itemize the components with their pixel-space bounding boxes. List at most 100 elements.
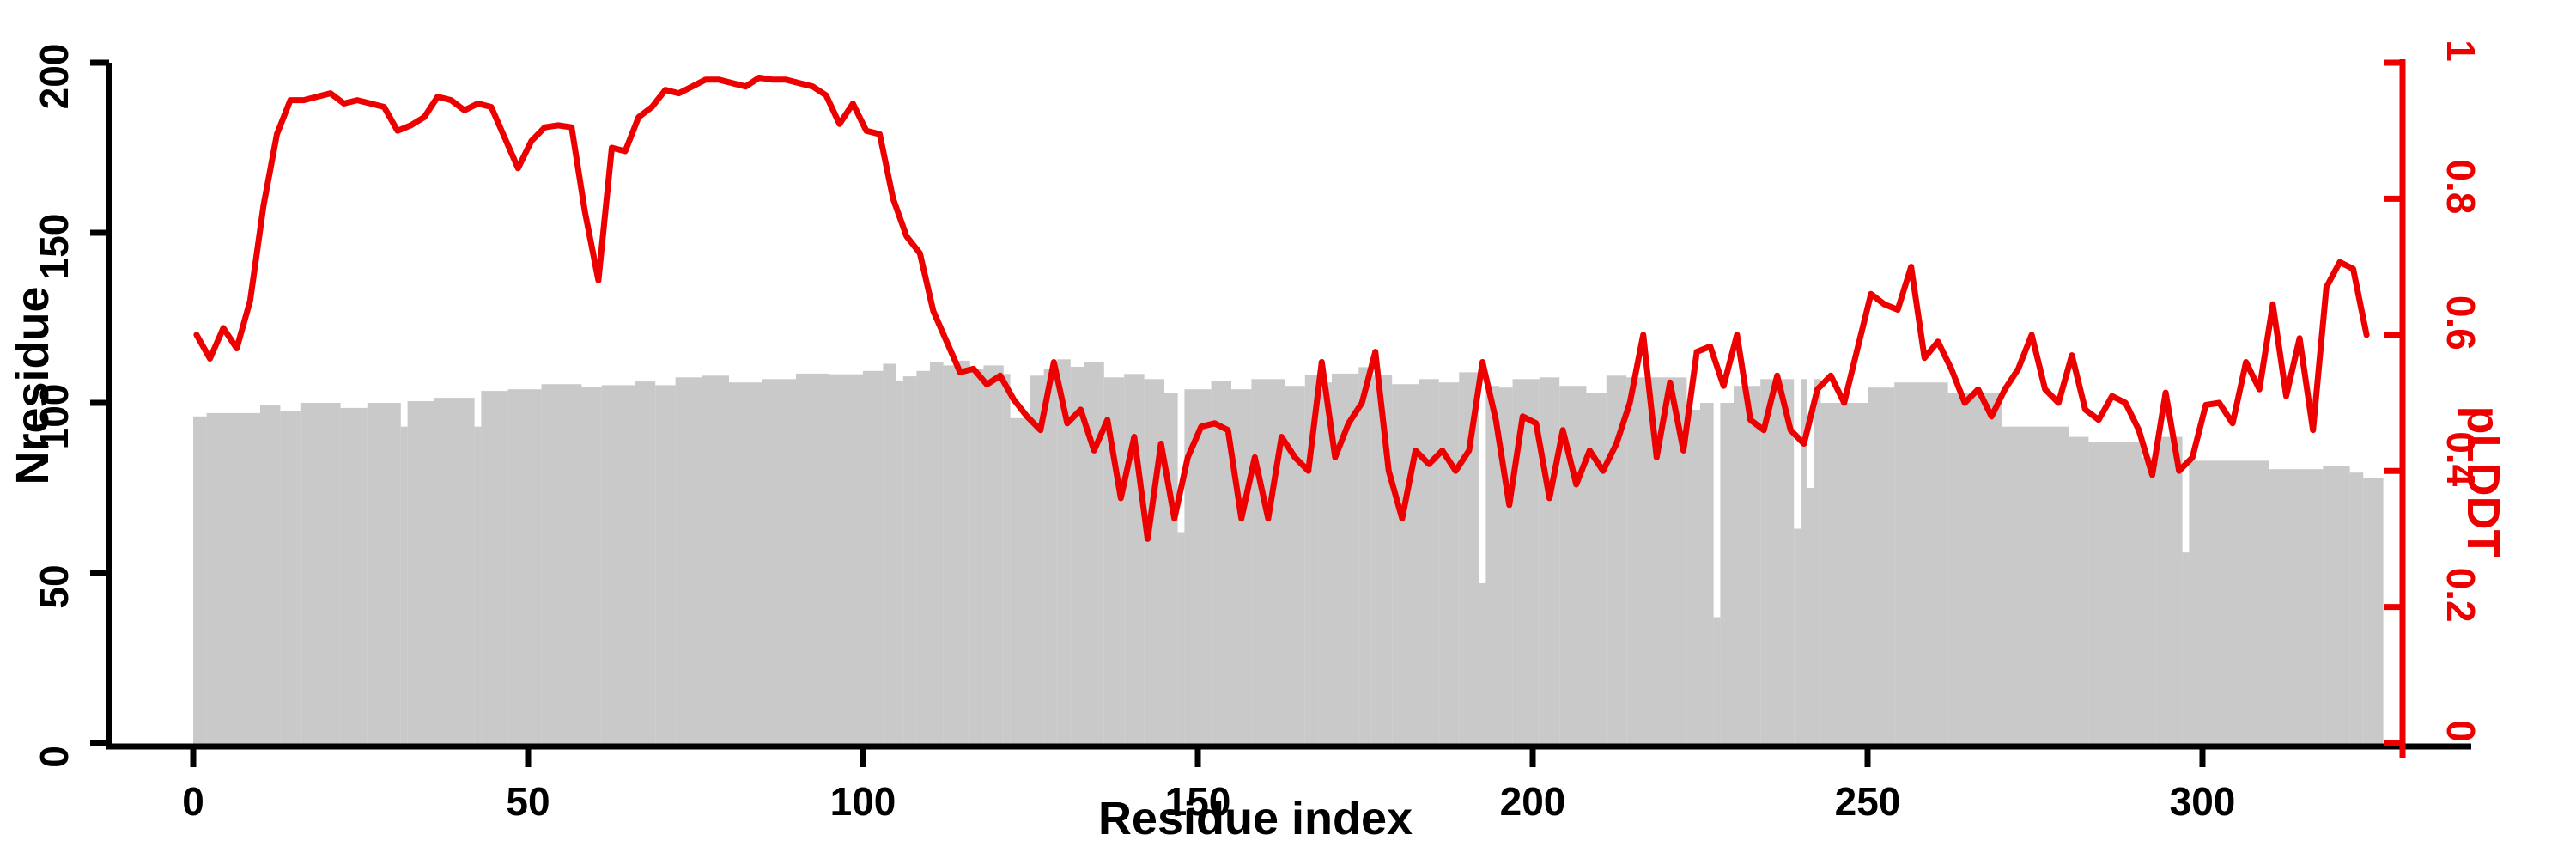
- nresidue-bar-run: [1030, 375, 1044, 745]
- nresidue-bar-run: [601, 385, 635, 745]
- nresidue-bar-run: [983, 365, 1004, 745]
- tick-label: 0.4: [2439, 431, 2483, 486]
- nresidue-bar-run: [1231, 389, 1252, 745]
- nresidue-bar-run: [367, 403, 401, 745]
- nresidue-bar-run: [340, 407, 368, 745]
- nresidue-bar-run: [1734, 386, 1761, 745]
- nresidue-bar-run: [675, 377, 702, 745]
- tick-label: 0: [2439, 720, 2483, 742]
- tick-label: 0: [32, 746, 76, 768]
- bars-series-nresidue: [193, 359, 2384, 745]
- nresidue-bar-run: [1358, 367, 1372, 745]
- nresidue-bar-run: [729, 382, 762, 745]
- nresidue-bar-run: [507, 389, 542, 745]
- nresidue-bar-run: [702, 375, 729, 745]
- nresidue-bar-run: [883, 363, 896, 745]
- nresidue-bar-run: [902, 376, 917, 745]
- nresidue-bar-run: [2088, 442, 2142, 745]
- nresidue-bar-run: [1814, 379, 1821, 745]
- nresidue-bar-run: [863, 370, 884, 745]
- nresidue-bar-run: [2002, 426, 2069, 745]
- nresidue-bar-run: [930, 362, 944, 745]
- nresidue-bar-run: [1392, 384, 1419, 745]
- nresidue-bar-run: [2182, 552, 2190, 745]
- tick-label: 100: [32, 384, 76, 450]
- nresidue-bar-run: [193, 416, 207, 745]
- nresidue-bar-run: [796, 373, 829, 745]
- tick-label: 1: [2439, 40, 2483, 62]
- y-axis-left-title: Nresidue: [7, 286, 58, 485]
- nresidue-bar-run: [1124, 374, 1145, 745]
- nresidue-bar-run: [1801, 379, 1807, 745]
- nresidue-bar-run: [1700, 403, 1714, 745]
- nresidue-bar-run: [2189, 460, 2269, 745]
- nresidue-bar-run: [1070, 367, 1084, 745]
- nresidue-bar-run: [969, 369, 984, 745]
- nresidue-bar-run: [1251, 379, 1285, 745]
- nresidue-bar-run: [1003, 374, 1011, 745]
- tick-label: 250: [1835, 779, 1901, 824]
- nresidue-bar-run: [1539, 377, 1560, 745]
- tick-label: 0.2: [2439, 568, 2483, 623]
- nresidue-bar-run: [957, 360, 970, 745]
- nresidue-bar-run: [541, 384, 582, 745]
- nresidue-bar-run: [1807, 488, 1814, 745]
- nresidue-bar-run: [407, 401, 434, 745]
- nresidue-bar-run: [1438, 382, 1460, 745]
- tick-label: 150: [1165, 779, 1231, 824]
- nresidue-bar-run: [1057, 359, 1071, 745]
- nresidue-bar-run: [1164, 393, 1178, 745]
- plddt-line: [193, 74, 2370, 542]
- nresidue-bar-run: [1419, 379, 1439, 745]
- nresidue-bar-run: [1586, 393, 1607, 745]
- nresidue-bar-run: [1103, 377, 1125, 745]
- nresidue-bar-run: [1820, 403, 1868, 745]
- tick-label: 200: [1500, 779, 1566, 824]
- nresidue-bar-run: [762, 379, 796, 745]
- x-axis-title: Residue index: [1097, 793, 1413, 844]
- nresidue-bar-run: [1010, 417, 1030, 745]
- tick-label: 200: [32, 44, 76, 110]
- nresidue-bar-run: [1285, 386, 1305, 745]
- nresidue-bar-run: [300, 403, 341, 745]
- tick-label: 100: [830, 779, 896, 824]
- axes: 0 50 100 150 200 0 50 100 150 200 250 300 0 0.2 0.4 0.6…: [32, 40, 2483, 824]
- nresidue-bar-run: [260, 405, 281, 745]
- nresidue-bar-run: [206, 412, 260, 745]
- tick-label: 300: [2170, 779, 2236, 824]
- tick-label: 50: [506, 779, 550, 824]
- tick-label: 0: [182, 779, 204, 824]
- nresidue-bar-run: [1686, 409, 1700, 745]
- nresidue-bar-run: [655, 385, 676, 745]
- nresidue-bar-run: [1720, 403, 1734, 745]
- nresidue-bar-run: [2142, 457, 2156, 745]
- nresidue-bar-run: [1868, 387, 1895, 745]
- nresidue-bar-run: [474, 426, 482, 745]
- nresidue-bar-run: [829, 374, 863, 745]
- nresidue-bar-run: [1894, 382, 1948, 745]
- nresidue-bar-run: [1459, 372, 1479, 745]
- nresidue-bar-run: [2323, 466, 2350, 745]
- nresidue-bar-run: [2069, 436, 2089, 745]
- nresidue-bar-run: [1947, 393, 2002, 745]
- nresidue-bar-run: [2155, 436, 2183, 745]
- nresidue-bar-run: [581, 387, 602, 745]
- tick-label: 50: [32, 564, 76, 608]
- tick-label: 0.8: [2439, 159, 2483, 214]
- nresidue-bar-run: [635, 381, 656, 745]
- y-axis-right-title: pLDDT: [2458, 405, 2509, 558]
- nresidue-bar-run: [280, 411, 301, 745]
- nresidue-bar-run: [1211, 381, 1231, 745]
- nresidue-bar-run: [434, 398, 475, 745]
- nresidue-bar-run: [1760, 379, 1795, 745]
- nresidue-bar-run: [896, 380, 903, 745]
- nresidue-bar-run: [2349, 472, 2364, 745]
- nresidue-bar-run: [2269, 469, 2324, 745]
- nresidue-bar-run: [916, 370, 930, 745]
- nresidue-bar-run: [1043, 369, 1058, 745]
- plddt-line-series: [193, 74, 2370, 542]
- nresidue-bar-run: [1084, 362, 1104, 745]
- tick-label: 150: [32, 214, 76, 280]
